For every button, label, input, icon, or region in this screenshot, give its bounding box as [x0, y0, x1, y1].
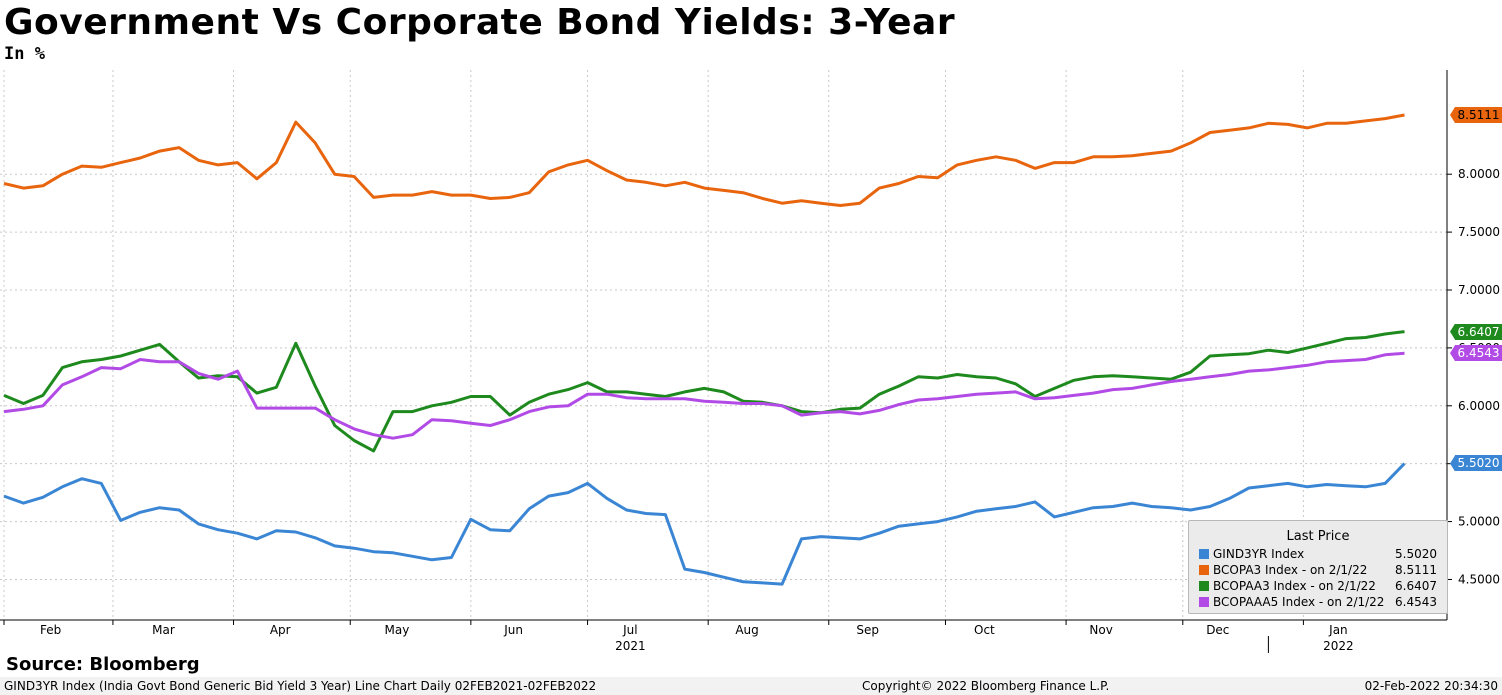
legend-item-name: BCOPA3 Index - on 2/1/22 — [1213, 563, 1368, 577]
legend-item-name: GIND3YR Index — [1213, 547, 1305, 561]
chart-series — [3, 113, 1406, 586]
last-value-pointer — [1450, 455, 1455, 472]
last-value-pointer — [1450, 323, 1455, 340]
footer-timestamp: 02-Feb-2022 20:34:30 — [1364, 679, 1498, 693]
x-tick-label: Nov — [1089, 623, 1112, 637]
x-tick-label: May — [385, 623, 410, 637]
y-tick-label: 4.5000 — [1458, 572, 1500, 586]
x-tick-label: Jul — [622, 623, 637, 637]
legend-item-value: 6.4543 — [1395, 595, 1437, 609]
x-year-label: 2021 — [615, 639, 646, 653]
x-year-label: 2022 — [1323, 639, 1354, 653]
series-line — [3, 462, 1406, 586]
chart: 4.50005.00005.50006.00006.50007.00007.50… — [0, 70, 1500, 653]
legend-swatch — [1199, 549, 1209, 559]
x-tick-label: Feb — [40, 623, 61, 637]
x-tick-label: Jun — [503, 623, 523, 637]
last-value-pointer — [1450, 345, 1455, 362]
legend-item-value: 6.6407 — [1395, 579, 1437, 593]
legend-item-name: BCOPAA3 Index - on 2/1/22 — [1213, 579, 1376, 593]
last-value-tag: 6.6407 — [1455, 323, 1502, 340]
legend-item-value: 5.5020 — [1395, 547, 1437, 561]
series-line — [3, 351, 1405, 440]
legend-item: BCOPAAA5 Index - on 2/1/22 6.4543 — [1199, 595, 1441, 610]
legend-swatch — [1199, 565, 1209, 575]
last-value-tag: 8.5111 — [1455, 107, 1502, 124]
footer-bar: GIND3YR Index (India Govt Bond Generic B… — [0, 677, 1502, 695]
y-tick-label: 7.5000 — [1458, 225, 1500, 239]
last-value-pointer — [1450, 107, 1455, 124]
legend-item-name: BCOPAAA5 Index - on 2/1/22 — [1213, 595, 1385, 609]
last-value-tag: 5.5020 — [1455, 455, 1502, 472]
x-tick-label: Dec — [1206, 623, 1229, 637]
series-line — [3, 113, 1405, 207]
legend-item: BCOPAA3 Index - on 2/1/22 6.6407 — [1199, 579, 1441, 594]
x-tick-label: Oct — [974, 623, 995, 637]
x-tick-label: Aug — [735, 623, 758, 637]
x-tick-label: Apr — [270, 623, 291, 637]
legend-swatch — [1199, 597, 1209, 607]
x-tick-label: Jan — [1328, 623, 1348, 637]
footer-copyright: Copyright© 2022 Bloomberg Finance L.P. — [862, 679, 1110, 693]
source-label: Source: Bloomberg — [6, 654, 200, 675]
chart-title: Government Vs Corporate Bond Yields: 3-Y… — [4, 2, 956, 43]
y-tick-label: 5.0000 — [1458, 515, 1500, 529]
x-tick-label: Sep — [856, 623, 879, 637]
legend-header: Last Price — [1286, 529, 1350, 544]
footer-description: GIND3YR Index (India Govt Bond Generic B… — [4, 679, 597, 693]
chart-axes: 4.50005.00005.50006.00006.50007.00007.50… — [0, 70, 1500, 653]
y-tick-label: 7.0000 — [1458, 283, 1500, 297]
series-line — [3, 330, 1405, 453]
legend-item: GIND3YR Index 5.5020 — [1199, 547, 1441, 562]
legend-item-value: 8.5111 — [1395, 563, 1437, 577]
y-tick-label: 8.0000 — [1458, 167, 1500, 181]
legend: Last Price GIND3YR Index 5.5020 BCOPA3 I… — [1188, 520, 1448, 614]
last-value-tag: 6.4543 — [1455, 345, 1502, 362]
legend-item: BCOPA3 Index - on 2/1/22 8.5111 — [1199, 563, 1441, 578]
legend-swatch — [1199, 581, 1209, 591]
x-tick-label: Mar — [152, 623, 175, 637]
chart-subtitle: In % — [4, 44, 45, 64]
y-tick-label: 6.0000 — [1458, 399, 1500, 413]
